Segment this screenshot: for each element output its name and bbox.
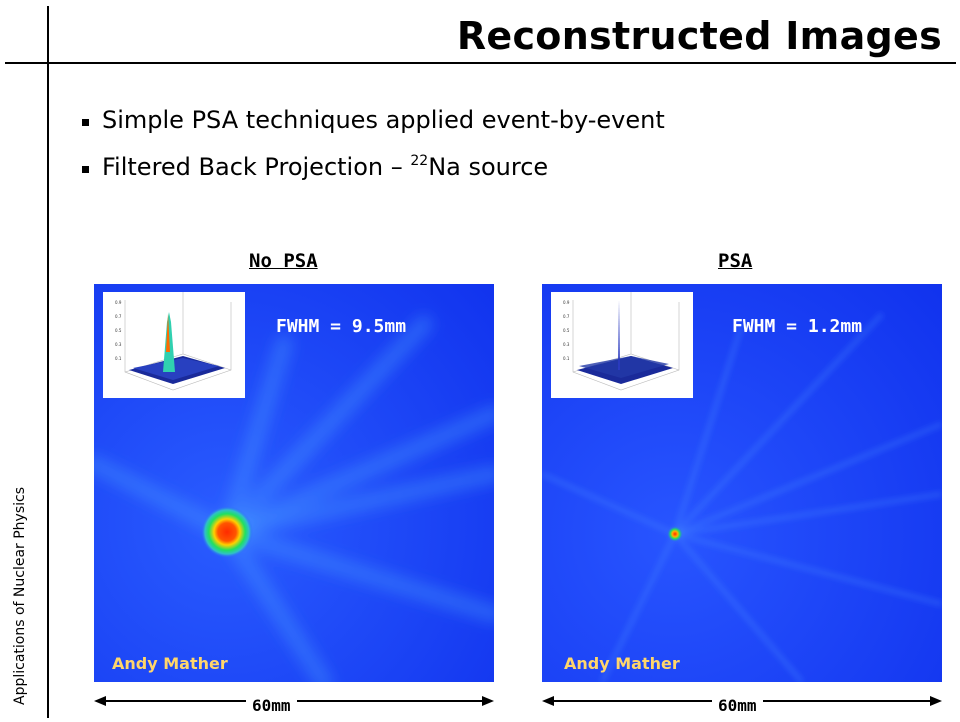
3d-surface-plot-inset: 0.9 0.7 0.5 0.3 0.1 — [103, 292, 245, 398]
image-credit: Andy Mather — [564, 654, 680, 673]
panel-label-psa: PSA — [718, 250, 753, 272]
svg-text:0.1: 0.1 — [115, 356, 122, 361]
vertical-rule — [47, 6, 49, 718]
bullet-text-suffix: Na source — [428, 153, 549, 181]
svg-text:0.1: 0.1 — [563, 356, 570, 361]
bullet-text: Simple PSA techniques applied event-by-e… — [102, 106, 665, 134]
bullet-list: Simple PSA techniques applied event-by-e… — [82, 106, 665, 200]
scale-bar-no-psa: 60mm — [94, 692, 494, 718]
scale-bar-psa: 60mm — [542, 692, 942, 718]
slide-title: Reconstructed Images — [456, 14, 942, 58]
panel-label-no-psa: No PSA — [249, 250, 318, 272]
bullet-text-prefix: Filtered Back Projection – — [102, 153, 411, 181]
svg-text:0.5: 0.5 — [563, 328, 570, 333]
svg-text:0.7: 0.7 — [563, 314, 570, 319]
3d-surface-plot-inset: 0.9 0.7 0.5 0.3 0.1 — [551, 292, 693, 398]
side-label: Applications of Nuclear Physics — [12, 486, 28, 705]
svg-text:0.3: 0.3 — [115, 342, 122, 347]
title-underline — [5, 62, 956, 64]
image-no-psa: 0.9 0.7 0.5 0.3 0.1 FWHM = 9.5mm Andy Mathe… — [94, 284, 494, 682]
fwhm-readout: FWHM = 1.2mm — [732, 316, 863, 337]
bullet-square-icon — [82, 166, 89, 173]
scale-label: 60mm — [246, 696, 297, 715]
scale-label: 60mm — [712, 696, 763, 715]
svg-text:0.5: 0.5 — [115, 328, 122, 333]
image-credit: Andy Mather — [112, 654, 228, 673]
isotope-mass-number: 22 — [410, 153, 429, 169]
fwhm-readout: FWHM = 9.5mm — [276, 316, 407, 337]
bullet-item: Simple PSA techniques applied event-by-e… — [82, 106, 665, 153]
svg-text:0.9: 0.9 — [563, 300, 570, 305]
image-psa: 0.9 0.7 0.5 0.3 0.1 FWHM = 1.2mm Andy Mathe… — [542, 284, 942, 682]
svg-text:0.9: 0.9 — [115, 300, 122, 305]
svg-text:0.7: 0.7 — [115, 314, 122, 319]
svg-text:0.3: 0.3 — [563, 342, 570, 347]
bullet-square-icon — [82, 119, 89, 126]
bullet-item: Filtered Back Projection – 22Na source — [82, 153, 665, 200]
